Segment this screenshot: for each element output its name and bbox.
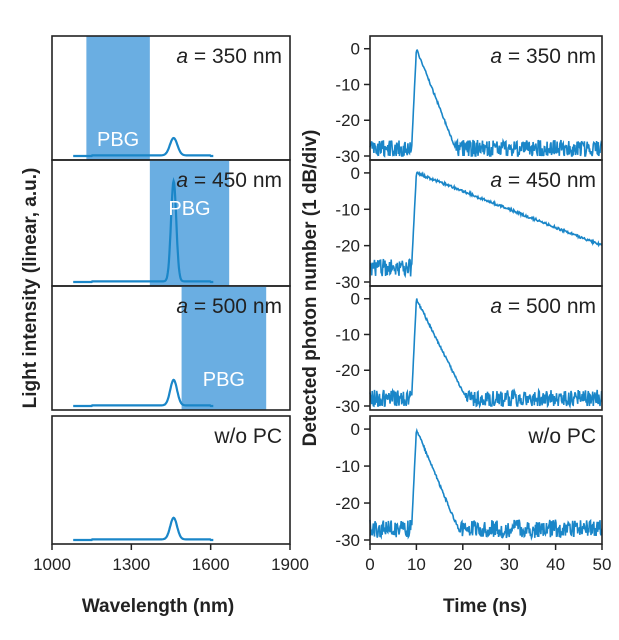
spectrum-trace — [73, 136, 214, 158]
panel-label: w/o PC — [213, 425, 282, 448]
spectrum-panel: a = 350 nm PBG — [51, 35, 291, 161]
x-tick-label: 20 — [453, 555, 472, 574]
decay-trace — [369, 49, 603, 158]
panel-label: w/o PC — [527, 425, 596, 448]
x-tick-label: 1000 — [33, 555, 71, 574]
panel-label: a = 450 nm — [176, 169, 282, 192]
x-tick-label: 50 — [593, 555, 612, 574]
decay-panel: 0 -10 -20 -30 a = 500 nm — [335, 285, 603, 416]
y-tick-label: -10 — [335, 75, 360, 94]
panel-frame — [369, 285, 603, 411]
spectrum-panels: a = 350 nm PBG a = 450 nm PBG a = 500 nm PBG w… — [33, 35, 309, 574]
y-tick-label: -20 — [335, 237, 360, 256]
decay-panel: 0 -10 -20 -30 w/o PC — [335, 415, 603, 550]
left-xlabel: Wavelength (nm) — [82, 596, 234, 617]
y-tick-label: -30 — [335, 147, 360, 166]
x-tick-label: 10 — [407, 555, 426, 574]
decay-trace — [369, 298, 603, 410]
spectrum-trace — [73, 176, 214, 284]
panel-label: a = 500 nm — [176, 295, 282, 318]
x-tick-label: 40 — [546, 555, 565, 574]
pbg-label: PBG — [203, 369, 245, 391]
pbg-label: PBG — [168, 198, 210, 220]
spectrum-trace — [73, 378, 214, 408]
pbg-band — [149, 160, 230, 286]
y-tick-label: -30 — [335, 531, 360, 550]
y-tick-label: -20 — [335, 494, 360, 513]
pbg-band — [181, 286, 267, 410]
panel-label: a = 450 nm — [490, 169, 596, 192]
decay-trace — [369, 427, 603, 542]
panel-frame — [51, 285, 291, 411]
left-ylabel: Light intensity (linear, a.u.) — [20, 168, 41, 409]
panel-frame — [369, 415, 603, 545]
y-tick-label: -10 — [335, 457, 360, 476]
pbg-band — [86, 36, 150, 160]
panel-label: a = 500 nm — [490, 295, 596, 318]
panel-label: a = 350 nm — [490, 45, 596, 68]
y-tick-label: -10 — [335, 325, 360, 344]
panel-frame — [51, 415, 291, 545]
spectrum-panel: a = 500 nm PBG — [51, 285, 291, 411]
right-xlabel: Time (ns) — [443, 596, 527, 617]
x-tick-label: 0 — [365, 555, 374, 574]
y-tick-label: -20 — [335, 111, 360, 130]
pbg-label: PBG — [97, 129, 139, 151]
x-tick-label: 1300 — [112, 555, 150, 574]
spectrum-panel: a = 450 nm PBG — [51, 159, 291, 287]
right-ylabel: Detected photon number (1 dB/div) — [300, 130, 321, 447]
y-tick-label: -10 — [335, 200, 360, 219]
y-tick-label: -30 — [335, 273, 360, 292]
decay-panel: 0 -10 -20 -30 a = 350 nm — [335, 35, 603, 166]
x-tick-label: 1600 — [192, 555, 230, 574]
spectrum-panel: w/o PC — [51, 415, 291, 545]
y-tick-label: -30 — [335, 397, 360, 416]
decay-panel: 0 -10 -20 -30 a = 450 nm — [335, 159, 603, 292]
panel-label: a = 350 nm — [176, 45, 282, 68]
decay-trace — [369, 170, 603, 279]
x-tick-label: 1900 — [271, 555, 309, 574]
y-tick-label: -20 — [335, 361, 360, 380]
x-tick-label: 30 — [500, 555, 519, 574]
y-tick-label: 0 — [351, 40, 360, 59]
y-tick-label: 0 — [351, 420, 360, 439]
decay-panels: 0 -10 -20 -30 a = 350 nm 0 -10 -20 -30 a = 450 nm… — [335, 35, 612, 574]
y-tick-label: 0 — [351, 290, 360, 309]
y-tick-label: 0 — [351, 164, 360, 183]
spectrum-trace — [73, 516, 214, 542]
